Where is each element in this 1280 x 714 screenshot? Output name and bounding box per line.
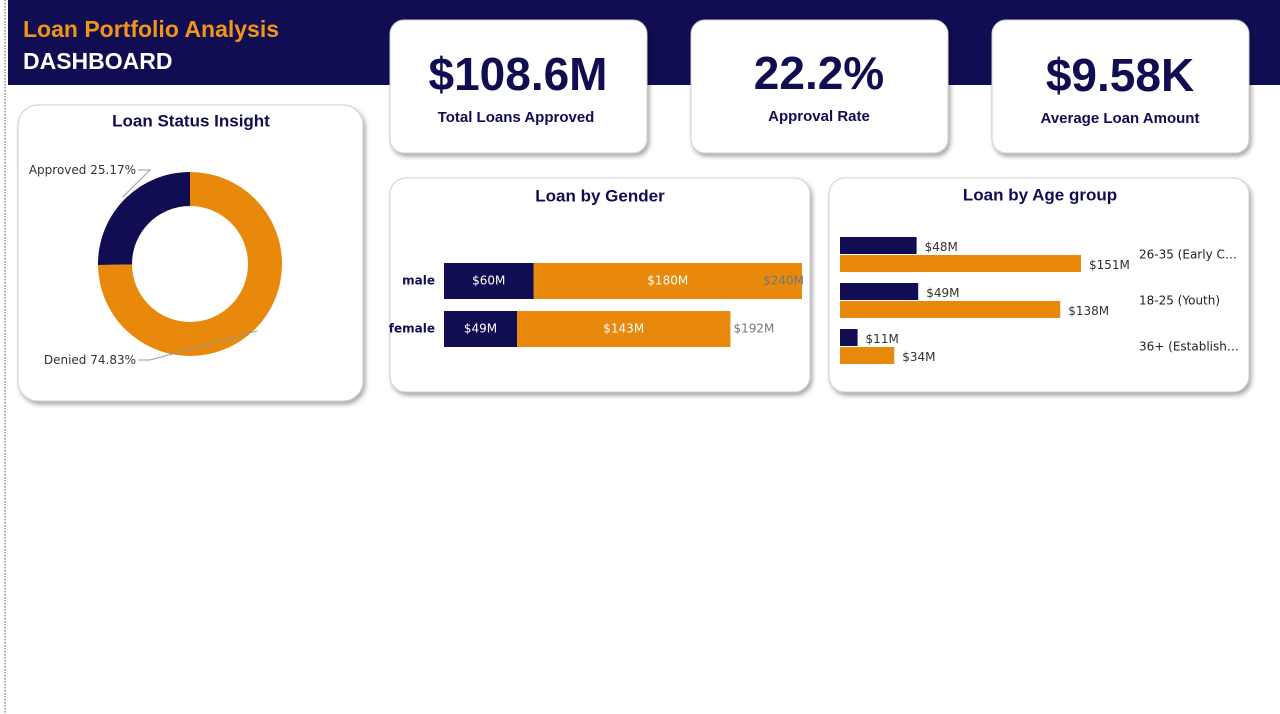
kpi-value: $108.6M xyxy=(428,48,607,100)
chart-card xyxy=(17,104,364,402)
category-label: Denied xyxy=(44,353,87,367)
donut-slice xyxy=(98,172,190,265)
category-label: 26-35 (Early C… xyxy=(1139,248,1237,262)
data-label: $138M xyxy=(1068,304,1109,318)
leader-line xyxy=(122,169,152,198)
bar xyxy=(444,263,534,299)
data-label: $60M xyxy=(472,274,505,288)
kpi-label: Average Loan Amount xyxy=(1041,110,1200,127)
bar xyxy=(840,329,858,346)
category-label: 36+ (Establish… xyxy=(1139,340,1239,354)
kpi-label: Total Loans Approved xyxy=(438,109,595,126)
y-tick-label: male xyxy=(402,274,435,288)
bar xyxy=(840,347,895,364)
value-label: 25.17% xyxy=(90,163,136,177)
kpi-card xyxy=(690,19,949,154)
kpi-card xyxy=(991,19,1250,154)
donut-slice xyxy=(98,172,283,356)
kpi-value: 22.2% xyxy=(754,47,884,99)
bar xyxy=(533,263,802,299)
leader-line xyxy=(138,330,258,361)
data-label: $151M xyxy=(1089,258,1130,272)
category-label: 18-25 (Youth) xyxy=(1139,294,1220,308)
bar xyxy=(444,311,518,347)
chart-card xyxy=(828,177,1250,393)
chart-title: Loan by Gender xyxy=(535,186,665,205)
data-label: $143M xyxy=(603,322,644,336)
chart-title: Loan Status Insight xyxy=(112,111,270,130)
bar xyxy=(840,237,917,254)
chart-title: Loan by Age group xyxy=(963,185,1117,204)
header-subtitle: DASHBOARD xyxy=(23,48,173,74)
y-tick-label: female xyxy=(389,322,435,336)
bar xyxy=(840,301,1061,318)
header-title: Loan Portfolio Analysis xyxy=(23,16,279,42)
kpi-value: $9.58K xyxy=(1046,49,1194,101)
category-label: Approved xyxy=(29,163,87,177)
bar xyxy=(517,311,731,347)
total-label: $240M xyxy=(763,274,804,288)
kpi-label: Approval Rate xyxy=(768,108,870,125)
total-label: $192M xyxy=(733,322,774,336)
bar xyxy=(840,283,919,300)
value-label: 74.83% xyxy=(90,353,136,367)
data-label: $34M xyxy=(902,350,935,364)
data-label: $48M xyxy=(925,240,958,254)
data-label: $180M xyxy=(647,274,688,288)
bar xyxy=(840,255,1081,272)
data-label: $11M xyxy=(866,332,899,346)
kpi-card xyxy=(389,19,648,154)
data-label: Approved 25.17% xyxy=(29,163,136,177)
data-label: Denied 74.83% xyxy=(44,353,136,367)
data-label: $49M xyxy=(464,322,497,336)
data-label: $49M xyxy=(926,286,959,300)
